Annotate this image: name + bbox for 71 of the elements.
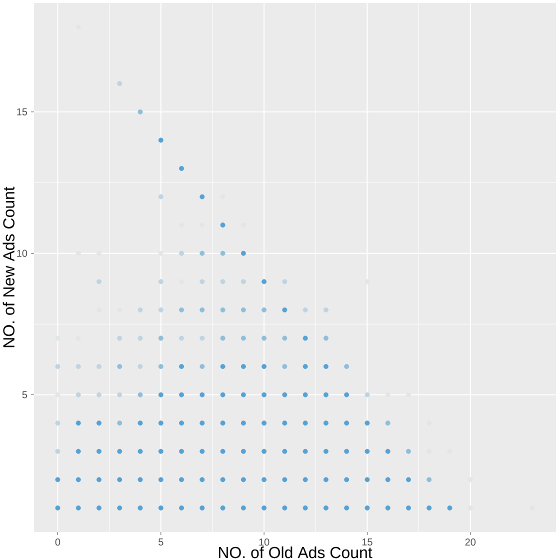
point <box>468 477 473 482</box>
y-tick-label: 10 <box>17 250 28 257</box>
point <box>364 392 370 398</box>
point <box>158 336 164 341</box>
point <box>55 420 60 426</box>
y-tick-label: 15 <box>17 108 28 116</box>
point <box>323 307 328 312</box>
point <box>385 392 390 398</box>
point <box>179 307 184 312</box>
point <box>200 336 205 341</box>
point <box>220 250 226 256</box>
point <box>55 336 60 341</box>
point <box>138 336 143 341</box>
point <box>406 448 411 454</box>
point <box>302 307 308 312</box>
point <box>55 448 60 454</box>
point <box>96 392 102 398</box>
y-axis-title: NO. of New Ads Count <box>2 186 15 348</box>
point <box>158 250 164 256</box>
point <box>158 364 164 370</box>
point <box>138 307 143 312</box>
point <box>282 336 288 341</box>
point <box>282 364 288 370</box>
point <box>200 279 205 284</box>
point <box>96 279 102 284</box>
point <box>426 477 432 482</box>
x-tick-label: 0 <box>55 538 60 546</box>
x-tick-label: 5 <box>158 538 164 546</box>
point <box>158 194 164 200</box>
point <box>76 364 81 370</box>
point <box>117 420 122 426</box>
point <box>468 505 473 510</box>
point <box>220 336 226 341</box>
point <box>76 250 81 256</box>
point <box>55 364 60 370</box>
x-tick-label: 15 <box>362 538 372 546</box>
point <box>158 307 164 312</box>
point <box>240 279 246 284</box>
point <box>117 81 122 86</box>
point <box>220 279 226 284</box>
point <box>179 336 184 341</box>
point <box>200 307 205 312</box>
point <box>76 392 81 398</box>
y-tick-label: 5 <box>22 391 28 398</box>
point <box>240 336 246 341</box>
point <box>117 392 122 398</box>
point <box>117 336 122 341</box>
point <box>179 250 184 256</box>
point <box>262 336 267 341</box>
point <box>323 336 328 341</box>
point <box>364 279 370 284</box>
point <box>55 392 60 398</box>
point <box>138 392 143 398</box>
point <box>158 279 164 284</box>
point <box>96 250 102 256</box>
point <box>138 364 143 370</box>
point <box>262 307 267 312</box>
point <box>138 109 143 114</box>
point <box>406 392 411 398</box>
point <box>200 250 205 256</box>
point <box>344 364 350 370</box>
point <box>200 364 205 370</box>
point <box>220 307 226 312</box>
point <box>96 364 102 370</box>
x-tick-label: 10 <box>259 538 270 546</box>
x-axis-title: NO. of Old Ads Count <box>218 546 372 558</box>
point <box>117 364 122 370</box>
point <box>282 279 288 284</box>
x-tick-label: 20 <box>465 538 476 546</box>
point <box>385 420 390 426</box>
point <box>240 307 246 312</box>
